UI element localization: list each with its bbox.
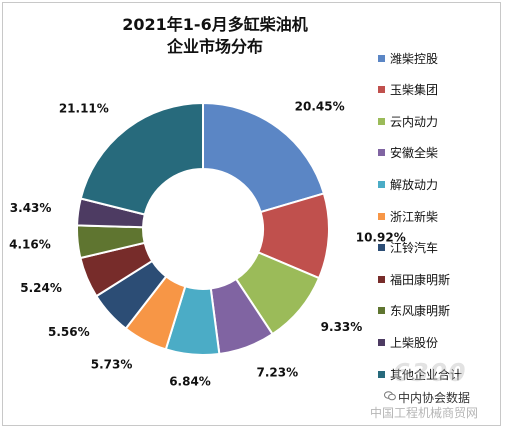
legend-swatch — [378, 338, 385, 346]
data-label-8: 5.24% — [20, 281, 62, 295]
data-label-2: 10.92% — [356, 231, 406, 245]
legend-label: 潍柴控股 — [390, 51, 439, 66]
legend-item-8: 福田康明斯 — [378, 271, 450, 287]
data-label-9: 4.16% — [9, 238, 51, 252]
data-label-10: 3.43% — [10, 201, 52, 215]
legend-label: 解放动力 — [390, 177, 439, 192]
legend-item-6: 浙江新柴 — [378, 208, 438, 224]
legend-label: 云内动力 — [390, 114, 439, 129]
legend-swatch — [378, 212, 385, 220]
legend-item-3: 云内动力 — [378, 113, 438, 129]
data-label-6: 5.73% — [91, 358, 133, 372]
legend-label: 上柴股份 — [390, 335, 439, 350]
watermark-org: 中国工程机械商贸网 — [370, 406, 479, 420]
legend-item-11: 其他企业合计 — [378, 366, 462, 382]
donut-slice-11 — [79, 101, 204, 216]
data-label-1: 20.45% — [295, 100, 345, 114]
legend-item-9: 东风康明斯 — [378, 303, 450, 319]
legend-swatch — [378, 307, 385, 315]
legend-label: 安徽全柴 — [390, 146, 439, 161]
data-label-7: 5.56% — [48, 325, 90, 339]
legend-swatch — [378, 149, 385, 157]
chart-title-line2: 企业市场分布 — [166, 37, 263, 56]
legend-label: 其他企业合计 — [390, 367, 463, 382]
legend-swatch — [378, 180, 385, 188]
legend-label: 玉柴集团 — [390, 83, 439, 98]
legend-label: 浙江新柴 — [390, 209, 439, 224]
legend-swatch — [378, 244, 385, 252]
legend-item-7: 江铃汽车 — [378, 240, 438, 256]
legend-swatch — [378, 86, 385, 94]
legend-item-5: 解放动力 — [378, 176, 438, 192]
chart-title-line1: 2021年1-6月多缸柴油机 — [122, 15, 308, 34]
legend-swatch — [378, 370, 385, 378]
wechat-icon — [384, 391, 396, 401]
legend-swatch — [378, 117, 385, 125]
data-label-3: 9.33% — [321, 320, 363, 334]
data-label-11: 21.11% — [59, 101, 109, 115]
legend-label: 东风康明斯 — [390, 304, 451, 319]
donut-slice-1 — [202, 101, 326, 214]
legend-label: 江铃汽车 — [390, 241, 439, 256]
data-label-5: 6.84% — [169, 374, 211, 388]
watermark-source: 中内协会数据 — [398, 391, 471, 405]
data-label-4: 7.23% — [256, 365, 298, 379]
legend-item-1: 潍柴控股 — [378, 50, 438, 66]
legend-swatch — [378, 275, 385, 283]
watermark-badge: 6300 — [393, 358, 467, 387]
legend-swatch — [378, 54, 385, 62]
chart-title: 2021年1-6月多缸柴油机 企业市场分布 — [95, 14, 335, 58]
legend-item-10: 上柴股份 — [378, 334, 438, 350]
legend-item-2: 玉柴集团 — [378, 82, 438, 98]
legend-item-4: 安徽全柴 — [378, 145, 438, 161]
legend-label: 福田康明斯 — [390, 272, 451, 287]
